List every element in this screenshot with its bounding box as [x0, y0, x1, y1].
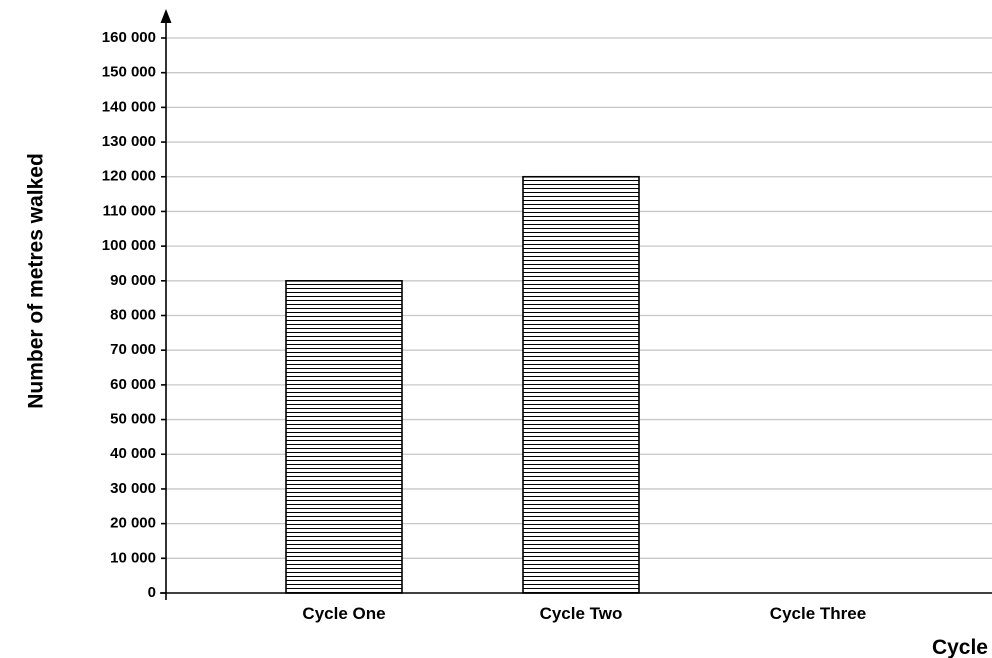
x-category-label: Cycle One — [302, 604, 385, 623]
bar-cycle-one — [285, 280, 403, 594]
y-axis-arrow-icon — [160, 9, 172, 23]
bars — [285, 175, 640, 594]
y-tick-label: 160 000 — [102, 29, 156, 46]
y-tick-label: 140 000 — [102, 98, 156, 115]
y-tick-label: 120 000 — [102, 168, 156, 185]
axes — [160, 9, 992, 600]
y-tick-label: 150 000 — [102, 64, 156, 81]
y-tick-label: 130 000 — [102, 133, 156, 150]
y-tick-label: 0 — [148, 584, 156, 601]
y-tick-label: 70 000 — [110, 341, 156, 358]
y-tick-label: 90 000 — [110, 272, 156, 289]
y-tick-label: 10 000 — [110, 549, 156, 566]
y-tick-label: 20 000 — [110, 515, 156, 532]
x-category-label: Cycle Three — [770, 604, 866, 623]
y-tick-labels: 0 10 000 20 000 30 000 40 000 50 000 60 000 70 … — [102, 29, 166, 601]
bar-cycle-two — [522, 175, 640, 594]
y-tick-label: 100 000 — [102, 237, 156, 254]
y-tick-label: 110 000 — [103, 202, 156, 219]
y-tick-label: 60 000 — [110, 376, 156, 393]
x-category-label: Cycle Two — [540, 604, 623, 623]
y-tick-label: 30 000 — [110, 480, 156, 497]
y-axis-title: Number of metres walked — [25, 153, 48, 409]
x-axis-title: Cycle — [932, 636, 988, 658]
y-tick-label: 50 000 — [110, 411, 156, 428]
y-tick-label: 80 000 — [110, 306, 156, 323]
x-category-labels: Cycle One Cycle Two Cycle Three — [302, 604, 866, 623]
y-tick-label: 40 000 — [110, 445, 156, 462]
